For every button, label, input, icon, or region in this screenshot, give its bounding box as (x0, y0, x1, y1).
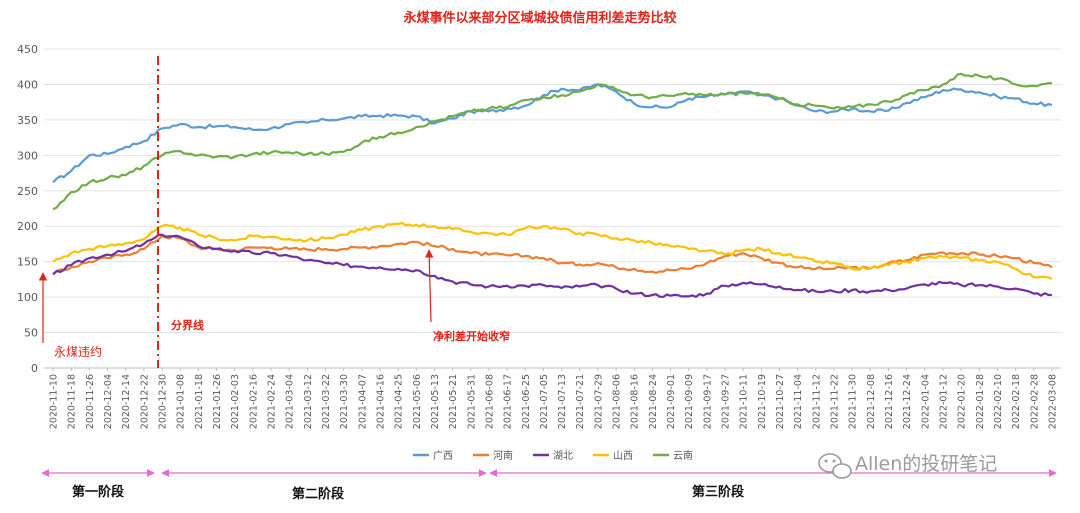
x-tick-label: 2021-09-17 (702, 374, 713, 429)
x-tick-label: 2021-11-22 (829, 374, 840, 429)
x-tick-label: 2021-02-16 (248, 374, 259, 429)
y-tick-label: 50 (24, 327, 38, 340)
series-line-湖北 (52, 233, 1052, 298)
x-tick-label: 2021-03-12 (303, 374, 314, 429)
wechat-logo (818, 453, 852, 479)
x-axis: 2020-11-10 2020-11-18 2020-11-26 2020-12-04… (49, 368, 1058, 429)
x-tick-label: 2022-02-28 (1029, 374, 1040, 429)
x-tick-label: 2021-10-27 (775, 374, 786, 429)
y-tick-label: 450 (17, 43, 38, 56)
x-tick-label: 2022-01-04 (920, 374, 931, 429)
x-tick-label: 2021-06-17 (503, 374, 514, 429)
x-tick-label: 2020-11-10 (49, 374, 60, 429)
x-tick-label: 2022-01-12 (938, 374, 949, 429)
x-tick-label: 2021-05-06 (412, 374, 423, 429)
x-tick-label: 2022-02-18 (1011, 374, 1022, 429)
x-tick-label: 2021-10-19 (757, 374, 768, 429)
y-axis: 0 50 100 150 200 250 300 350 400 450 (17, 43, 38, 375)
x-tick-label: 2021-01-18 (194, 374, 205, 429)
x-tick-label: 2022-02-10 (993, 374, 1004, 429)
y-tick-label: 250 (17, 185, 38, 198)
x-tick-label: 2021-07-13 (557, 374, 568, 429)
series-line-广西 (52, 83, 1053, 184)
x-tick-label: 2021-11-30 (848, 374, 859, 429)
series-line-河南 (52, 235, 1053, 275)
x-tick-label: 2020-12-22 (139, 374, 150, 429)
phase3-label: 第三阶段 (692, 484, 744, 500)
x-tick-label: 2021-02-03 (230, 374, 241, 429)
x-tick-label: 2021-04-07 (357, 374, 368, 429)
x-tick-label: 2021-09-09 (684, 374, 695, 429)
x-tick-label: 2021-04-16 (375, 374, 386, 429)
narrowing-label: 净利差开始收窄 (433, 329, 510, 343)
chart-title: 永煤事件以来部分区域城投债信用利差走势比较 (402, 10, 676, 26)
x-tick-label: 2021-08-16 (630, 374, 641, 429)
x-tick-label: 2021-04-25 (394, 374, 405, 429)
x-tick-label: 2021-12-16 (884, 374, 895, 429)
x-tick-label: 2021-09-27 (721, 374, 732, 429)
x-tick-label: 2021-09-01 (666, 374, 677, 429)
y-tick-label: 0 (31, 362, 38, 375)
y-tick-label: 400 (17, 78, 38, 91)
legend-entry: 云南 (673, 449, 693, 462)
y-tick-label: 150 (17, 256, 38, 269)
x-tick-label: 2022-03-08 (1047, 374, 1058, 429)
x-tick-label: 2021-11-04 (793, 374, 804, 429)
x-tick-label: 2021-01-26 (212, 374, 223, 429)
x-tick-label: 2021-01-08 (176, 374, 187, 429)
x-tick-label: 2021-07-05 (539, 374, 550, 429)
x-tick-label: 2021-12-24 (902, 374, 913, 429)
series-lines (52, 72, 1053, 298)
y-tick-label: 300 (17, 149, 38, 162)
x-tick-label: 2022-01-28 (975, 374, 986, 429)
x-tick-label: 2021-12-08 (866, 374, 877, 429)
phase2-label: 第二阶段 (292, 486, 344, 502)
watermark-text: Allen的投研笔记 (855, 453, 997, 475)
y-tick-label: 200 (17, 220, 38, 233)
x-tick-label: 2022-01-20 (957, 374, 968, 429)
x-tick-label: 2021-03-04 (285, 374, 296, 429)
series-line-云南 (52, 72, 1052, 211)
divider-label: 分界线 (171, 318, 204, 332)
x-tick-label: 2020-12-14 (121, 374, 132, 429)
x-tick-label: 2021-10-11 (739, 374, 750, 429)
x-tick-label: 2021-06-08 (484, 374, 495, 429)
x-tick-label: 2021-07-21 (575, 374, 586, 429)
x-tick-label: 2021-07-29 (593, 374, 604, 429)
y-tick-label: 100 (17, 291, 38, 304)
x-tick-label: 2020-12-04 (103, 374, 114, 429)
x-tick-label: 2021-05-21 (448, 374, 459, 429)
legend-entry: 广西 (433, 450, 453, 462)
x-tick-label: 2020-11-18 (67, 374, 78, 429)
x-tick-label: 2021-03-22 (321, 374, 332, 429)
x-tick-label: 2021-08-06 (612, 374, 623, 429)
x-tick-label: 2021-05-13 (430, 374, 441, 429)
x-tick-label: 2020-12-30 (158, 374, 169, 429)
legend-entry: 湖北 (553, 450, 573, 462)
series-line-山西 (52, 221, 1053, 280)
phase1-label: 第一阶段 (72, 484, 124, 500)
yongmei-label: 永煤违约 (54, 344, 102, 359)
x-tick-label: 2021-03-30 (339, 374, 350, 429)
narrowing-arrow (425, 249, 434, 323)
x-tick-label: 2021-08-24 (648, 374, 659, 429)
x-tick-label: 2021-02-24 (267, 374, 278, 429)
gridlines (44, 48, 1061, 369)
legend-entry: 山西 (613, 450, 633, 462)
legend-entry: 河南 (493, 449, 513, 462)
x-tick-label: 2021-05-31 (466, 374, 477, 429)
x-tick-label: 2021-06-25 (521, 374, 532, 429)
x-tick-label: 2021-11-12 (811, 374, 822, 429)
y-tick-label: 350 (17, 114, 38, 127)
legend: 广西 河南 湖北 山西 云南 (413, 449, 693, 462)
x-tick-label: 2020-11-26 (85, 374, 96, 429)
